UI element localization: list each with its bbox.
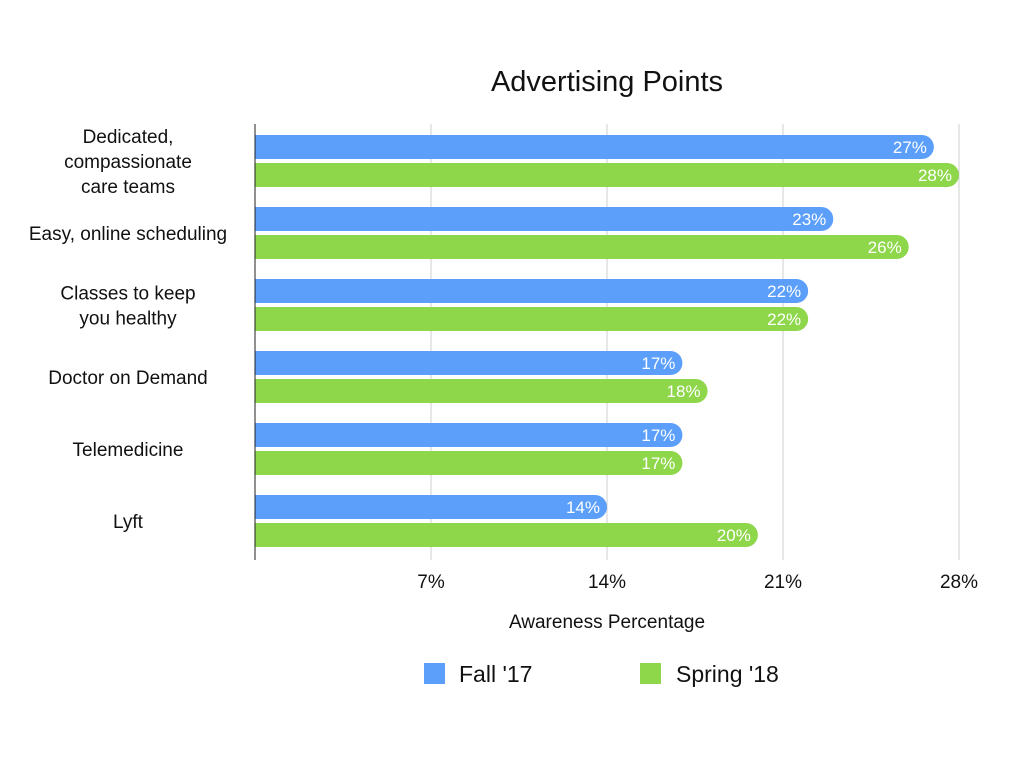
bar-value-label: 17% (641, 454, 675, 473)
bar-spring-18 (255, 235, 909, 259)
category-label: Telemedicine (73, 440, 184, 461)
bar-fall-17 (255, 207, 834, 231)
bar-value-label: 17% (641, 426, 675, 445)
bar-spring-18 (255, 451, 683, 475)
category-label: Classes to keep you healthy (60, 284, 195, 330)
category-label-line: Easy, online scheduling (29, 224, 227, 245)
x-tick-label: 21% (764, 572, 802, 593)
category-label: Dedicated, compassionate care teams (64, 127, 192, 198)
bar-value-label: 20% (717, 526, 751, 545)
bar-fall-17 (255, 495, 607, 519)
bar-value-label: 17% (641, 354, 675, 373)
bar-value-label: 18% (667, 382, 701, 401)
legend-swatch (424, 663, 445, 684)
category-label-line: Telemedicine (73, 440, 184, 461)
legend-swatch (640, 663, 661, 684)
bar-fall-17 (255, 423, 683, 447)
bar-value-label: 27% (893, 138, 927, 157)
category-label-line: Classes to keep (60, 284, 195, 305)
category-label: Easy, online scheduling (29, 224, 227, 245)
bars: 27% 28% 23% 26% 22% 22% 17% 18% 17% 17% 14% 20% (255, 135, 959, 547)
grid-lines (430, 124, 960, 560)
legend-label: Spring '18 (676, 661, 779, 687)
x-tick-label: 14% (588, 572, 626, 593)
category-label-line: you healthy (79, 309, 177, 330)
x-axis-title: Awareness Percentage (509, 612, 705, 633)
bar-spring-18 (255, 163, 959, 187)
bar-value-label: 14% (566, 498, 600, 517)
bar-value-label: 22% (767, 310, 801, 329)
bar-value-label: 22% (767, 282, 801, 301)
category-label: Doctor on Demand (48, 368, 207, 389)
bar-value-label: 26% (868, 238, 902, 257)
bar-value-label: 23% (792, 210, 826, 229)
category-label-line: Dedicated, (83, 127, 174, 148)
bar-value-label: 28% (918, 166, 952, 185)
bar-spring-18 (255, 523, 758, 547)
legend: Fall '17 Spring '18 (424, 661, 779, 687)
category-label-line: compassionate (64, 152, 192, 173)
legend-label: Fall '17 (459, 661, 532, 687)
category-label-line: Lyft (113, 512, 144, 533)
x-tick-label: 7% (417, 572, 445, 593)
category-label-line: Doctor on Demand (48, 368, 207, 389)
chart-title: Advertising Points (491, 66, 723, 98)
bar-fall-17 (255, 135, 934, 159)
x-tick-label: 28% (940, 572, 978, 593)
bar-spring-18 (255, 379, 708, 403)
category-label-line: care teams (81, 177, 175, 198)
category-label: Lyft (113, 512, 144, 533)
bar-fall-17 (255, 351, 683, 375)
x-tick-labels: 7% 14% 21% 28% (417, 572, 978, 593)
category-labels: Dedicated, compassionate care teams Easy, o… (29, 127, 227, 533)
bar-spring-18 (255, 307, 809, 331)
bar-fall-17 (255, 279, 809, 303)
